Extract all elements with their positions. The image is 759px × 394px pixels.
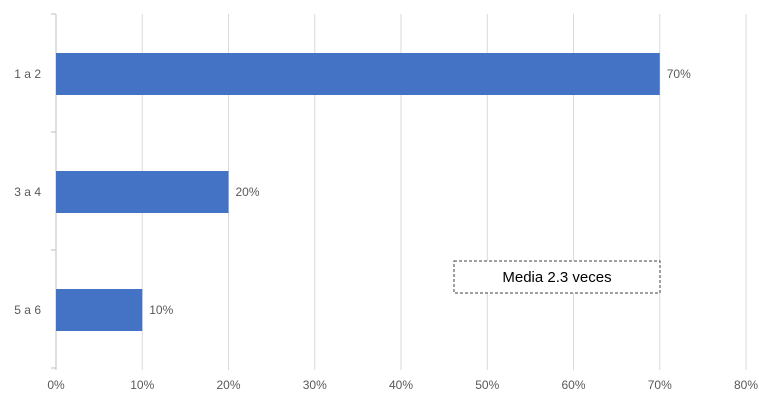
- x-tick-label: 60%: [561, 378, 585, 392]
- annotation-text: Media 2.3 veces: [502, 269, 611, 286]
- x-tick-label: 20%: [216, 378, 240, 392]
- x-tick-label: 80%: [734, 378, 758, 392]
- bar: [56, 53, 660, 95]
- bars: [56, 53, 660, 331]
- labels: 0% 10% 20% 30% 40% 50% 60% 70% 80% 1 a 2 70% 3 a 4 2…: [14, 67, 758, 392]
- x-tick-label: 50%: [475, 378, 499, 392]
- x-tick-label: 40%: [389, 378, 413, 392]
- data-label: 10%: [149, 303, 173, 317]
- x-tick-label: 0%: [47, 378, 65, 392]
- annotation-box: [453, 260, 661, 294]
- annotation: Media 2.3 veces: [453, 260, 661, 294]
- category-label: 3 a 4: [14, 185, 41, 199]
- x-tick-label: 30%: [303, 378, 327, 392]
- x-tick-label: 10%: [130, 378, 154, 392]
- category-label: 5 a 6: [14, 303, 41, 317]
- x-tick-label: 70%: [648, 378, 672, 392]
- category-label: 1 a 2: [14, 67, 41, 81]
- data-label: 70%: [667, 67, 691, 81]
- data-label: 20%: [236, 185, 260, 199]
- y-axis: [51, 13, 57, 370]
- bar: [56, 171, 229, 213]
- bar: [56, 289, 143, 331]
